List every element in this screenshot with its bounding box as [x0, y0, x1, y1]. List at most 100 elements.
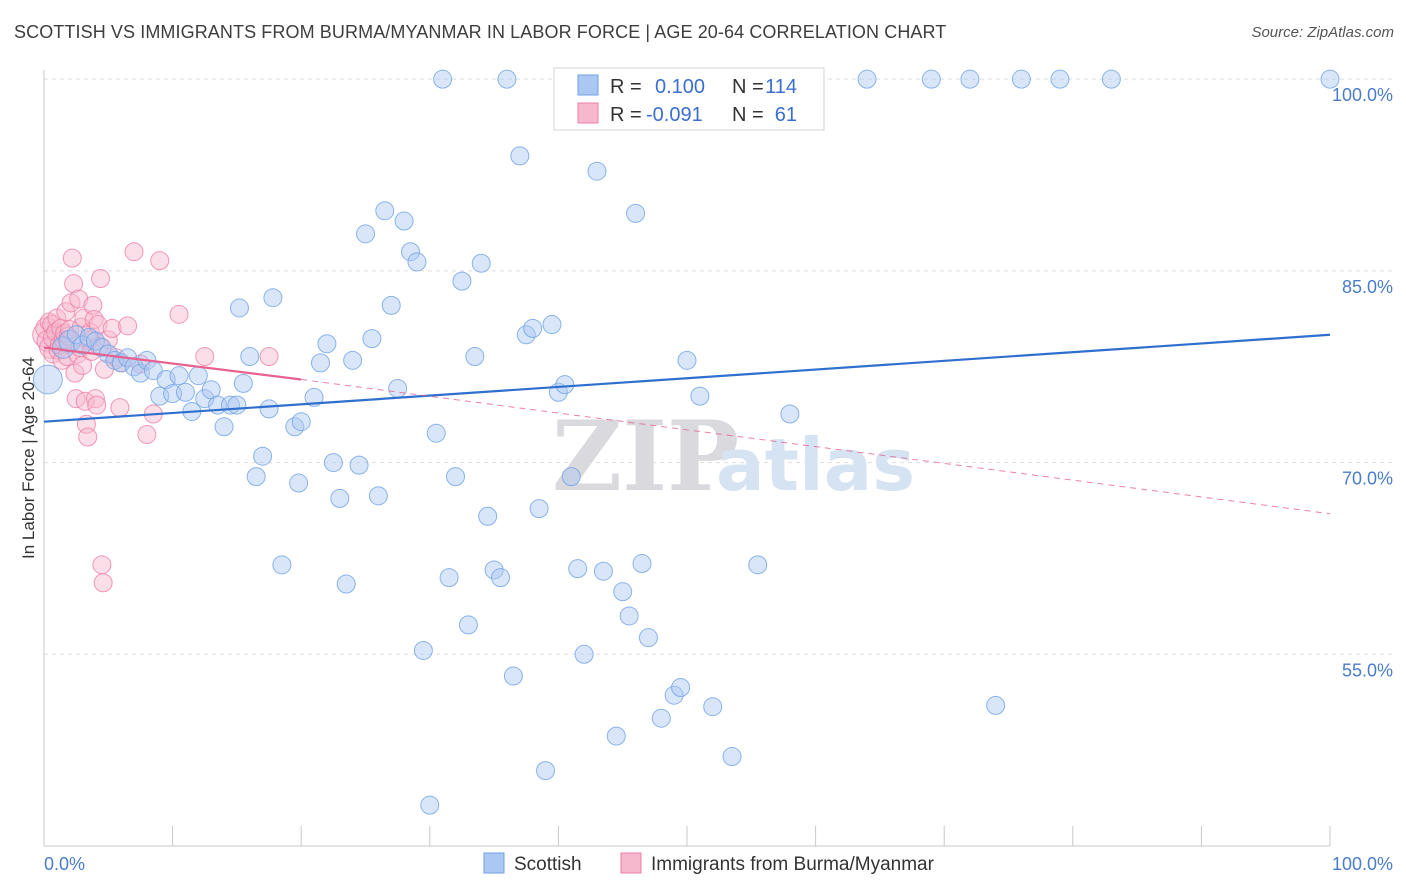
- scottish-point-79: [555, 375, 575, 395]
- scottish-point-45: [336, 574, 356, 594]
- burma-point-37: [83, 295, 103, 315]
- scottish-point-33: [253, 446, 273, 466]
- y-axis-tick-labels: 55.0% 70.0% 85.0% 100.0%: [1332, 85, 1393, 680]
- burma-point-59: [195, 347, 215, 367]
- scottish-point-95: [677, 350, 697, 370]
- burma-point-55: [137, 424, 157, 444]
- scottish-point-90: [632, 554, 652, 574]
- scottish-point-93: [664, 685, 684, 705]
- scottish-point-51: [375, 201, 395, 221]
- scottish-point-88: [619, 606, 639, 626]
- trend-line-scottish: [43, 333, 1331, 423]
- scottish-point-91: [638, 628, 658, 648]
- scottish-point-102: [857, 69, 877, 89]
- legend: R = 0.100 N = 114 R = -0.091 N = 61: [553, 67, 825, 131]
- scottish-point-59: [426, 423, 446, 443]
- scottish-point-60: [433, 69, 453, 89]
- scottish-point-42: [317, 334, 337, 354]
- burma-point-29: [73, 355, 93, 375]
- scottish-point-84: [593, 561, 613, 581]
- scottish-point-29: [229, 298, 249, 318]
- scottish-point-63: [452, 271, 472, 291]
- scottish-point-77: [542, 315, 562, 335]
- scottish-point-68: [484, 560, 504, 580]
- bottom-legend-label-burma: Immigrants from Burma/Myanmar: [651, 854, 935, 875]
- burma-point-39: [85, 389, 105, 409]
- scottish-point-64: [458, 615, 478, 635]
- bottom-legend-swatch-scottish: [483, 852, 505, 874]
- scottish-point-19: [169, 366, 189, 386]
- legend-n-label-burma: N =: [732, 104, 764, 126]
- legend-r-value-burma: -0.091: [646, 104, 703, 126]
- scottish-point-46: [343, 350, 363, 370]
- legend-r-label-burma: R =: [610, 104, 642, 126]
- scottish-point-81: [568, 559, 588, 579]
- scottish-point-54: [394, 211, 414, 231]
- scottish-point-97: [703, 697, 723, 717]
- scottish-point-57: [413, 640, 433, 660]
- scottish-point-92: [651, 708, 671, 728]
- burma-point-38: [84, 309, 104, 329]
- scottish-point-49: [362, 329, 382, 349]
- scottish-point-65: [465, 347, 485, 367]
- scottish-point-17: [156, 370, 176, 390]
- scottish-point-38: [289, 473, 309, 493]
- trend-line-burma: [43, 346, 302, 381]
- scottish-point-61: [439, 568, 459, 588]
- burma-point-40: [87, 395, 107, 415]
- scottish-point-20: [175, 382, 195, 402]
- legend-swatch-scottish: [577, 74, 599, 96]
- y-axis-label: In Labor Force | Age 20-64: [19, 357, 38, 559]
- y-tick-label-55: 55.0%: [1342, 660, 1393, 680]
- burma-point-53: [124, 242, 144, 262]
- legend-n-value-scottish: 114: [765, 76, 797, 98]
- scottish-point-28: [227, 395, 247, 415]
- watermark: ZIP atlas: [552, 400, 915, 513]
- scottish-point-101: [780, 404, 800, 424]
- scottish-point-4: [73, 335, 93, 355]
- chart-title: SCOTTISH VS IMMIGRANTS FROM BURMA/MYANMA…: [14, 22, 947, 42]
- bottom-legend-label-scottish: Scottish: [514, 854, 582, 875]
- y-tick-label-70: 70.0%: [1342, 469, 1393, 489]
- scottish-point-48: [356, 224, 375, 244]
- scottish-point-70: [497, 69, 517, 89]
- scottish-point-69: [491, 568, 511, 588]
- scottish-point-74: [523, 318, 543, 338]
- legend-r-value-scottish: 0.100: [655, 76, 705, 98]
- scottish-point-43: [323, 453, 343, 473]
- scottish-point-32: [246, 467, 266, 487]
- burma-point-50: [110, 398, 130, 418]
- scottish-point-80: [561, 467, 581, 487]
- scottish-point-47: [349, 455, 369, 475]
- scottish-point-26: [214, 417, 234, 437]
- scottish-point-107: [1050, 69, 1070, 89]
- scottish-point-30: [233, 373, 253, 393]
- scottish-point-103: [921, 69, 941, 89]
- scottish-point-67: [478, 506, 498, 526]
- scottish-point-87: [613, 582, 633, 602]
- scottish-point-96: [690, 386, 710, 406]
- x-axis-ticks: [43, 826, 1331, 846]
- scottish-point-44: [330, 488, 350, 508]
- burma-point-43: [91, 269, 111, 289]
- scottish-point-37: [285, 417, 305, 437]
- burma-point-60: [259, 347, 279, 367]
- scottish-point-99: [748, 555, 768, 575]
- y-tick-label-100: 100.0%: [1332, 85, 1393, 105]
- burma-point-33: [78, 427, 98, 447]
- scottish-point-39: [291, 412, 311, 432]
- scottish-point-31: [240, 347, 260, 367]
- bottom-legend: Scottish Immigrants from Burma/Myanmar: [483, 852, 935, 875]
- scottish-point-71: [503, 666, 523, 686]
- grid-lines: [44, 78, 1392, 655]
- watermark-atlas: atlas: [716, 423, 915, 507]
- scottish-point-83: [587, 161, 607, 181]
- trend-line-burma-extension: [301, 379, 1331, 515]
- scottish-point-89: [626, 203, 646, 223]
- burma-point-44: [92, 555, 112, 575]
- scottish-point-55: [401, 242, 421, 262]
- scottish-point-94: [671, 678, 691, 698]
- scottish-point-0: [32, 364, 63, 395]
- burma-point-52: [118, 316, 138, 336]
- legend-n-value-burma: 61: [775, 104, 797, 126]
